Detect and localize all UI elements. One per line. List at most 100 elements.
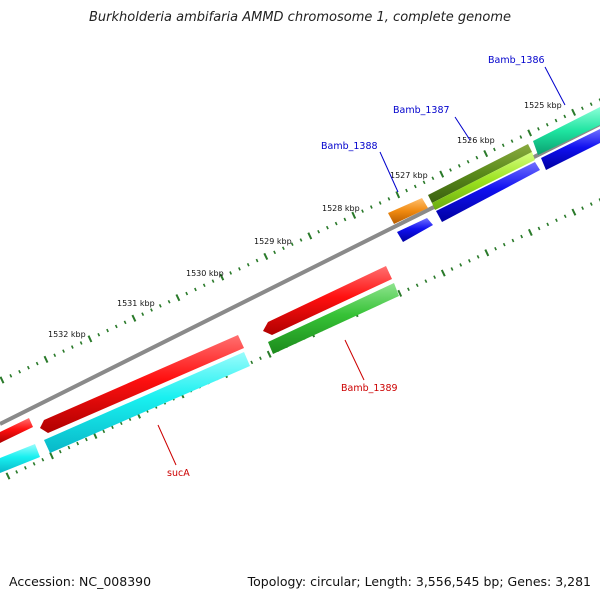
- outer-tick: [70, 345, 74, 349]
- inner-tick: [537, 226, 541, 231]
- outer-tick: [43, 355, 49, 364]
- outer-tick: [343, 217, 347, 222]
- inner-tick: [84, 437, 88, 442]
- kbp-label-1525: 1525 kbp: [524, 101, 562, 110]
- outer-tick: [255, 258, 259, 263]
- outer-tick: [554, 118, 558, 123]
- outer-tick: [219, 273, 225, 281]
- outer-tick: [238, 267, 241, 271]
- outer-tick: [563, 114, 567, 119]
- outer-tick: [378, 201, 382, 205]
- inner-tick: [58, 449, 62, 454]
- outer-tick: [325, 225, 329, 230]
- outer-tick: [79, 341, 83, 345]
- outer-tick: [422, 180, 426, 185]
- inner-tick: [415, 283, 419, 288]
- forward-strand-features: [0, 107, 600, 443]
- inner-tick: [102, 429, 106, 434]
- inner-tick: [440, 269, 446, 277]
- outer-tick: [589, 102, 593, 106]
- gene-arrow-red-2[interactable]: [263, 266, 392, 335]
- inner-tick: [494, 246, 497, 251]
- outer-tick: [369, 205, 373, 209]
- gene-arrow-cyan-0[interactable]: [0, 444, 40, 473]
- outer-tick: [475, 155, 479, 160]
- inner-tick: [5, 472, 11, 480]
- inner-tick: [407, 287, 410, 292]
- gene-arrow-red-sucA-fwd[interactable]: [0, 418, 33, 443]
- leader-line-bamb1388: [379, 151, 399, 193]
- outer-tick: [351, 211, 357, 219]
- kbp-label-1531: 1531 kbp: [117, 299, 155, 308]
- inner-tick: [484, 249, 490, 257]
- kbp-label-1532: 1532 kbp: [48, 330, 86, 339]
- gene-arrow-cyan-1[interactable]: [44, 352, 250, 453]
- leader-line-sucA: [157, 424, 177, 466]
- gene-arrow-green[interactable]: [268, 283, 399, 354]
- gene-arrow-orange[interactable]: [388, 198, 428, 224]
- outer-tick: [537, 127, 540, 131]
- outer-tick: [519, 135, 523, 139]
- inner-tick: [581, 206, 585, 210]
- gene-arrow-lime[interactable]: [432, 152, 535, 210]
- outer-tick: [395, 191, 401, 199]
- outer-tick: [571, 108, 577, 116]
- inner-tick: [527, 228, 533, 237]
- outer-tick: [580, 106, 584, 111]
- inner-tick: [259, 356, 262, 361]
- gene-label-bamb1387: Bamb_1387: [393, 105, 450, 116]
- inner-tick: [41, 457, 45, 462]
- inner-tick: [433, 275, 437, 279]
- inner-tick: [450, 267, 454, 271]
- outer-tick: [9, 374, 13, 378]
- outer-tick: [114, 324, 118, 329]
- gene-arrow-blue-1[interactable]: [397, 218, 433, 242]
- outer-tick: [273, 250, 277, 255]
- scale-ticks-outer: [0, 98, 600, 384]
- outer-tick: [317, 229, 321, 234]
- outer-tick: [281, 246, 285, 251]
- inner-tick: [555, 218, 558, 223]
- leader-line-bamb1387: [454, 116, 471, 141]
- gene-arrow-teal[interactable]: [533, 107, 600, 155]
- outer-tick: [123, 320, 127, 325]
- outer-tick: [493, 147, 496, 152]
- scale-labels: 1525 kbp 1526 kbp 1527 kbp 1528 kbp 1529…: [48, 101, 562, 339]
- outer-tick: [405, 188, 408, 193]
- inner-tick: [546, 222, 550, 227]
- outer-tick: [87, 335, 93, 343]
- gene-arrow-blue-2[interactable]: [436, 162, 540, 222]
- inner-tick: [49, 452, 54, 460]
- inner-tick: [502, 242, 506, 247]
- leader-line-bamb1386: [544, 66, 566, 106]
- outer-tick: [466, 159, 470, 164]
- outer-tick: [131, 314, 137, 322]
- inner-tick: [589, 202, 593, 206]
- outer-tick: [211, 279, 215, 283]
- leader-line-bamb1389: [344, 339, 365, 381]
- outer-tick: [457, 164, 461, 168]
- gene-arrow-red-1[interactable]: [40, 335, 244, 433]
- outer-tick: [202, 283, 206, 288]
- inner-tick: [250, 360, 254, 365]
- outer-tick: [431, 176, 435, 181]
- gene-label-bamb1386: Bamb_1386: [488, 55, 545, 66]
- outer-tick: [62, 349, 65, 353]
- genome-summary-text: Topology: circular; Length: 3,556,545 bp…: [247, 574, 591, 589]
- outer-tick: [158, 304, 162, 308]
- outer-tick: [175, 294, 181, 302]
- outer-tick: [307, 232, 313, 240]
- kbp-label-1528: 1528 kbp: [322, 204, 360, 213]
- outer-tick: [501, 143, 505, 148]
- outer-tick: [483, 149, 489, 158]
- gene-arrow-olive[interactable]: [428, 144, 532, 203]
- inner-tick: [424, 279, 428, 283]
- gene-arrow-blue-3[interactable]: [541, 129, 600, 170]
- outer-tick: [18, 369, 22, 374]
- outer-tick: [263, 252, 269, 261]
- inner-tick: [563, 214, 567, 219]
- inner-tick: [67, 445, 71, 450]
- kbp-label-1529: 1529 kbp: [254, 237, 292, 246]
- outer-tick: [167, 299, 171, 304]
